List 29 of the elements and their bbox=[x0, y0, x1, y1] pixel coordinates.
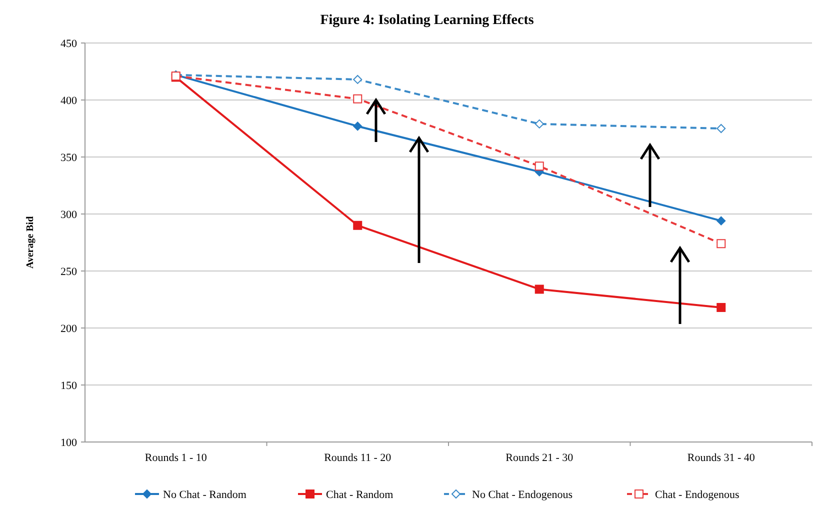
legend-label: No Chat - Endogenous bbox=[472, 489, 573, 501]
point bbox=[353, 74, 362, 84]
point bbox=[716, 302, 726, 312]
chart-title: Figure 4: Isolating Learning Effects bbox=[320, 13, 534, 28]
legend-label: Chat - Random bbox=[326, 489, 394, 501]
y-tick-label: 350 bbox=[60, 152, 78, 164]
x-tick-label: Rounds 1 - 10 bbox=[144, 452, 208, 464]
y-tick-label: 300 bbox=[60, 209, 78, 221]
y-axis-title: Average Bid bbox=[25, 216, 36, 269]
point bbox=[534, 119, 544, 128]
point bbox=[353, 94, 362, 104]
y-tick-label: 250 bbox=[60, 266, 78, 278]
x-tick-label: Rounds 21 - 30 bbox=[506, 452, 574, 464]
x-tick-label: Rounds 11 - 20 bbox=[324, 452, 392, 464]
y-tick-label: 400 bbox=[60, 95, 78, 107]
point bbox=[534, 284, 544, 294]
x-tick-label: Rounds 31 - 40 bbox=[687, 452, 756, 464]
point bbox=[353, 220, 362, 230]
legend-label: Chat - Endogenous bbox=[655, 489, 740, 501]
y-tick-label: 150 bbox=[60, 380, 78, 392]
point bbox=[716, 124, 726, 133]
y-tick-label: 450 bbox=[60, 38, 78, 50]
point bbox=[716, 239, 726, 248]
legend-label: No Chat - Random bbox=[163, 489, 247, 501]
point bbox=[716, 216, 726, 226]
point bbox=[534, 162, 544, 171]
y-tick-label: 100 bbox=[60, 437, 78, 449]
point bbox=[353, 122, 362, 131]
y-tick-label: 200 bbox=[60, 323, 78, 335]
